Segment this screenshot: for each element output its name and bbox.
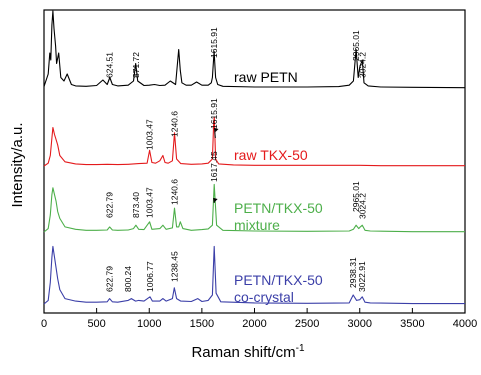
x-tick-label: 2500 [295, 318, 319, 330]
y-axis-title: Intensity/a.u. [9, 122, 26, 207]
peak-label: 800.24 [123, 266, 133, 292]
peak-label: 624.51 [105, 52, 115, 78]
x-tick-label: 3000 [348, 318, 372, 330]
peak-label: 2965.01 [351, 181, 361, 212]
peak-label: 1615.91 [209, 27, 219, 58]
peak-arrow-head [213, 198, 218, 202]
peak-label: 3022.91 [357, 261, 367, 292]
spectrum-line [43, 183, 465, 233]
x-tick-label: 2000 [242, 318, 266, 330]
x-axis-title-superscript: -1 [296, 343, 305, 354]
peak-label: 871.72 [131, 52, 141, 78]
series-label: PETN/TKX-50 [234, 272, 323, 288]
x-tick-label: 4000 [453, 318, 477, 330]
peak-label: 1240.6 [170, 111, 180, 137]
series-label: PETN/TKX-50 [234, 200, 323, 216]
series-label: mixture [234, 217, 280, 233]
peak-label: 1238.45 [169, 251, 179, 282]
peak-label: 1003.47 [145, 187, 155, 218]
peak-arrow [214, 127, 216, 139]
spectrum-line [43, 10, 466, 89]
peak-label: 622.79 [105, 266, 115, 292]
series-label: co-crystal [234, 289, 294, 305]
peak-label: 873.40 [131, 192, 141, 218]
plot-frame [43, 9, 466, 314]
peak-label: 2965.01 [351, 30, 361, 61]
peak-label: 3024.2 [357, 193, 367, 219]
x-tick-label: 3500 [400, 318, 424, 330]
svg-text:Raman shift/cm-1: Raman shift/cm-1 [191, 343, 305, 361]
peak-label: 1006.77 [145, 261, 155, 292]
x-axis-title: Raman shift/cm-1 [191, 343, 305, 361]
peak-arrow-head [214, 128, 219, 132]
peak-label: 1240.6 [170, 179, 180, 205]
series-label: raw PETN [234, 69, 298, 85]
peak-label: 3024.2 [357, 52, 367, 78]
spectrum-line [43, 245, 465, 305]
x-axis-title-text: Raman shift/cm [191, 344, 295, 361]
peak-label: 1615.91 [209, 98, 219, 129]
peak-arrow [213, 197, 215, 204]
x-tick-label: 500 [87, 318, 105, 330]
x-axis-ticks: 0 500 1000 1500 2000 2500 3000 3500 4000 [41, 308, 477, 330]
peak-label: 1617.45 [209, 151, 219, 182]
series-layer [43, 10, 466, 305]
spectrum-line [43, 116, 465, 167]
peak-label: 1003.47 [145, 119, 155, 150]
x-tick-label: 1500 [190, 318, 214, 330]
series-label: raw TKX-50 [234, 147, 308, 163]
peak-label: 2938.31 [348, 257, 358, 288]
peak-label: 622.79 [105, 192, 115, 218]
x-tick-label: 0 [41, 318, 47, 330]
x-tick-label: 1000 [137, 318, 161, 330]
